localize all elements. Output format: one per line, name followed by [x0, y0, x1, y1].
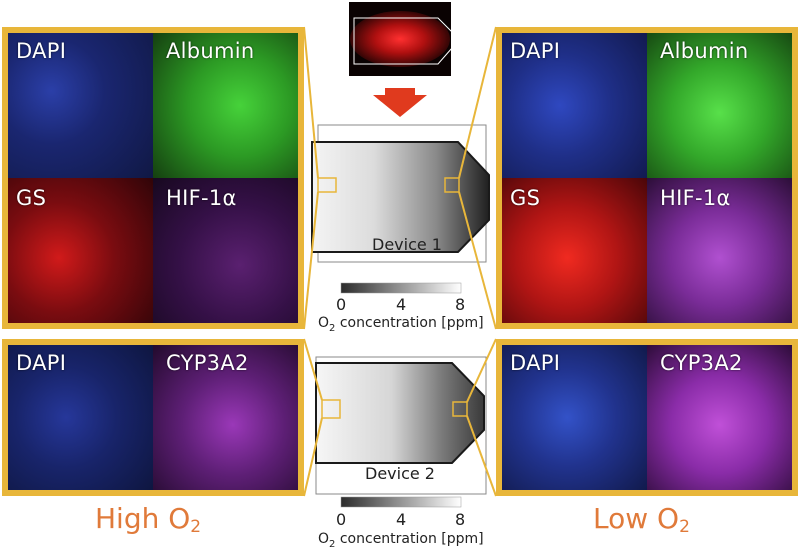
- colorbar1-title: O2 concentration [ppm]: [318, 315, 484, 334]
- colorbar1-tick-4: 4: [396, 295, 407, 314]
- high-o2-label: High O2: [95, 502, 202, 537]
- hif-image: [647, 178, 792, 323]
- gs-label: GS: [16, 186, 47, 210]
- colorbar2-title: O2 concentration [ppm]: [318, 531, 484, 550]
- dapi-image: [8, 33, 153, 178]
- device2-map: [315, 356, 487, 495]
- dapi-label: DAPI: [510, 351, 561, 375]
- connector-lines: [303, 26, 497, 497]
- albumin-label: Albumin: [660, 39, 749, 63]
- cyp3a2-label: CYP3A2: [660, 351, 743, 375]
- colorbar-1: [340, 282, 462, 294]
- cyp3a2-image: [647, 345, 792, 490]
- hif-label: HIF-1α: [166, 186, 237, 210]
- panel-high-o2-device2: DAPI CYP3A2: [2, 339, 304, 496]
- dapi-label: DAPI: [16, 39, 67, 63]
- gs-label: GS: [510, 186, 541, 210]
- gs-image: [8, 178, 153, 323]
- cyp3a2-label: CYP3A2: [166, 351, 249, 375]
- colorbar1-tick-0: 0: [336, 295, 347, 314]
- colorbar2-tick-8: 8: [455, 510, 466, 529]
- dapi-image: [502, 345, 647, 490]
- albumin-label: Albumin: [166, 39, 255, 63]
- panel-high-o2-device1: DAPI Albumin GS HIF-1α: [2, 27, 304, 329]
- low-o2-label: Low O2: [593, 502, 690, 537]
- hif-image: [153, 178, 298, 323]
- device1-map: [311, 124, 490, 263]
- gs-image: [502, 178, 647, 323]
- dapi-image: [8, 345, 153, 490]
- panel-low-o2-device1: DAPI Albumin GS HIF-1α: [496, 27, 798, 329]
- device1-label: Device 1: [372, 235, 442, 254]
- down-arrow-icon: [373, 88, 427, 117]
- colorbar2-tick-0: 0: [336, 510, 347, 529]
- panel-low-o2-device2: DAPI CYP3A2: [496, 339, 798, 496]
- colorbar2-tick-4: 4: [396, 510, 407, 529]
- colorbar1-tick-8: 8: [455, 295, 466, 314]
- dapi-label: DAPI: [510, 39, 561, 63]
- colorbar-2: [340, 496, 462, 508]
- device2-label: Device 2: [365, 464, 435, 483]
- albumin-image: [647, 33, 792, 178]
- albumin-image: [153, 33, 298, 178]
- dapi-label: DAPI: [16, 351, 67, 375]
- dapi-image: [502, 33, 647, 178]
- cyp3a2-image: [153, 345, 298, 490]
- fluorescence-photo: [349, 2, 453, 76]
- hif-label: HIF-1α: [660, 186, 731, 210]
